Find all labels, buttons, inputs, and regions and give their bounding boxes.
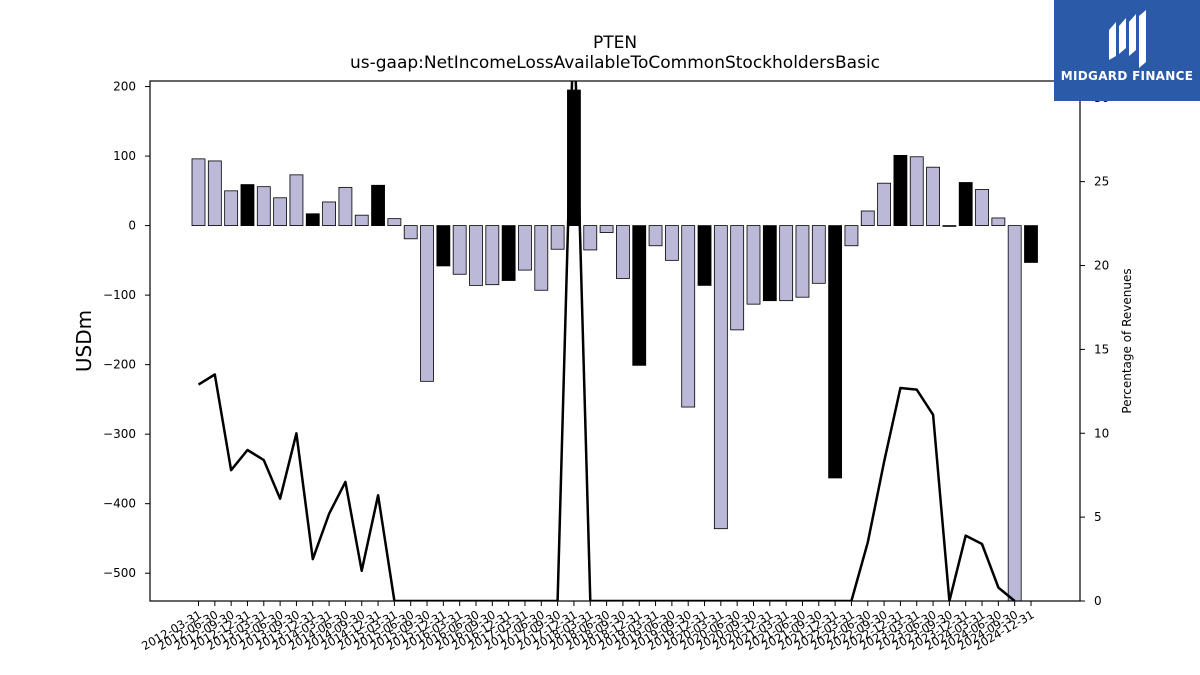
y2-tick-label: 25 <box>1094 175 1109 189</box>
y-tick-label: −200 <box>103 358 136 372</box>
bar-2020-06-30 <box>730 225 745 331</box>
bar-2017-06-30 <box>534 225 549 291</box>
bar-2019-12-31 <box>697 225 712 286</box>
bar-2021-12-31 <box>828 225 843 479</box>
bar-2014-06-30 <box>338 186 353 226</box>
bar-2013-06-30 <box>273 197 288 226</box>
bar-2016-06-30 <box>469 225 483 286</box>
chart-subtitle: us-gaap:NetIncomeLossAvailableToCommonSt… <box>350 53 880 73</box>
bar-2017-03-31 <box>518 225 532 271</box>
bar-2020-12-31 <box>762 225 777 302</box>
bar-2021-03-31 <box>779 225 794 302</box>
y-tick-label: 200 <box>113 80 136 94</box>
bar-2022-09-30 <box>877 182 891 226</box>
bar-2012-03-31 <box>191 158 206 226</box>
bar-2016-12-31 <box>501 225 516 281</box>
y-tick-label: −300 <box>103 427 136 441</box>
plot-frame <box>149 80 1081 602</box>
bar-2012-09-30 <box>224 190 239 226</box>
bar-2014-12-31 <box>371 184 385 226</box>
bar-2013-09-30 <box>289 174 304 226</box>
bar-2021-09-30 <box>811 225 826 284</box>
bar-2018-03-31 <box>583 225 598 251</box>
bar-2015-06-30 <box>403 225 418 240</box>
y2-tick-label: 20 <box>1094 259 1109 273</box>
y-tick-label: 0 <box>128 219 136 233</box>
y-axis-label: USDm <box>72 310 96 372</box>
bar-2016-03-31 <box>452 225 467 275</box>
bar-2023-09-30 <box>942 225 957 227</box>
line-series-path <box>197 81 1016 601</box>
y2-axis-label: Percentage of Revenues <box>1120 268 1134 413</box>
y2-axis: 051015202530 <box>1080 91 1109 608</box>
brand-logo: MIDGARD FINANCE <box>1054 0 1200 101</box>
bar-2018-09-30 <box>616 225 630 279</box>
bar-2019-03-31 <box>648 225 663 247</box>
bar-2015-03-31 <box>387 218 402 226</box>
x-axis: 2012-03-312012-06-302012-09-302012-12-31… <box>139 601 1037 653</box>
y-tick-label: 100 <box>113 149 136 163</box>
bar-2020-09-30 <box>746 225 761 305</box>
bar-2020-03-31 <box>713 225 728 530</box>
bar-2015-09-30 <box>420 225 434 382</box>
bar-2014-09-30 <box>354 214 369 226</box>
bar-2021-06-30 <box>795 225 810 298</box>
logo-mark-icon <box>1109 10 1146 68</box>
logo-text: MIDGARD FINANCE <box>1060 69 1194 83</box>
bar-2022-03-31 <box>844 225 859 247</box>
bar-2016-09-30 <box>485 225 500 286</box>
bar-2019-09-30 <box>681 225 696 408</box>
y2-tick-label: 0 <box>1094 594 1102 608</box>
bar-2023-06-30 <box>926 166 940 226</box>
bar-2012-06-30 <box>207 160 222 226</box>
bar-2024-06-30 <box>991 217 1006 226</box>
bar-2015-12-31 <box>436 225 451 267</box>
bar-2018-06-30 <box>599 225 614 233</box>
bar-2024-12-31 <box>1024 225 1038 263</box>
bar-2023-12-31 <box>958 182 973 226</box>
y2-tick-label: 10 <box>1094 426 1109 440</box>
y2-tick-label: 5 <box>1094 510 1102 524</box>
bar-2013-12-31 <box>305 213 320 226</box>
bar-2024-09-30 <box>1007 225 1022 601</box>
y-tick-label: −500 <box>103 566 136 580</box>
bar-2013-03-31 <box>256 186 271 226</box>
y-axis: 200 100 0 −100 −200 −300 −400 −500 <box>103 80 150 580</box>
chart-title: PTEN <box>593 33 637 53</box>
bar-2024-03-31 <box>975 189 989 226</box>
bar-2014-03-31 <box>322 201 336 226</box>
bars <box>191 89 1038 601</box>
bar-2023-03-31 <box>909 156 924 226</box>
bar-2012-12-31 <box>240 184 255 226</box>
bar-2019-06-30 <box>664 225 679 261</box>
bar-2018-12-31 <box>632 225 647 366</box>
y-tick-label: −400 <box>103 497 136 511</box>
line-series <box>197 81 1016 601</box>
y2-tick-label: 15 <box>1094 342 1109 356</box>
bar-2022-06-30 <box>860 210 875 226</box>
bar-2017-09-30 <box>550 225 565 250</box>
bar-2022-12-31 <box>893 154 908 226</box>
y-tick-label: −100 <box>103 288 136 302</box>
